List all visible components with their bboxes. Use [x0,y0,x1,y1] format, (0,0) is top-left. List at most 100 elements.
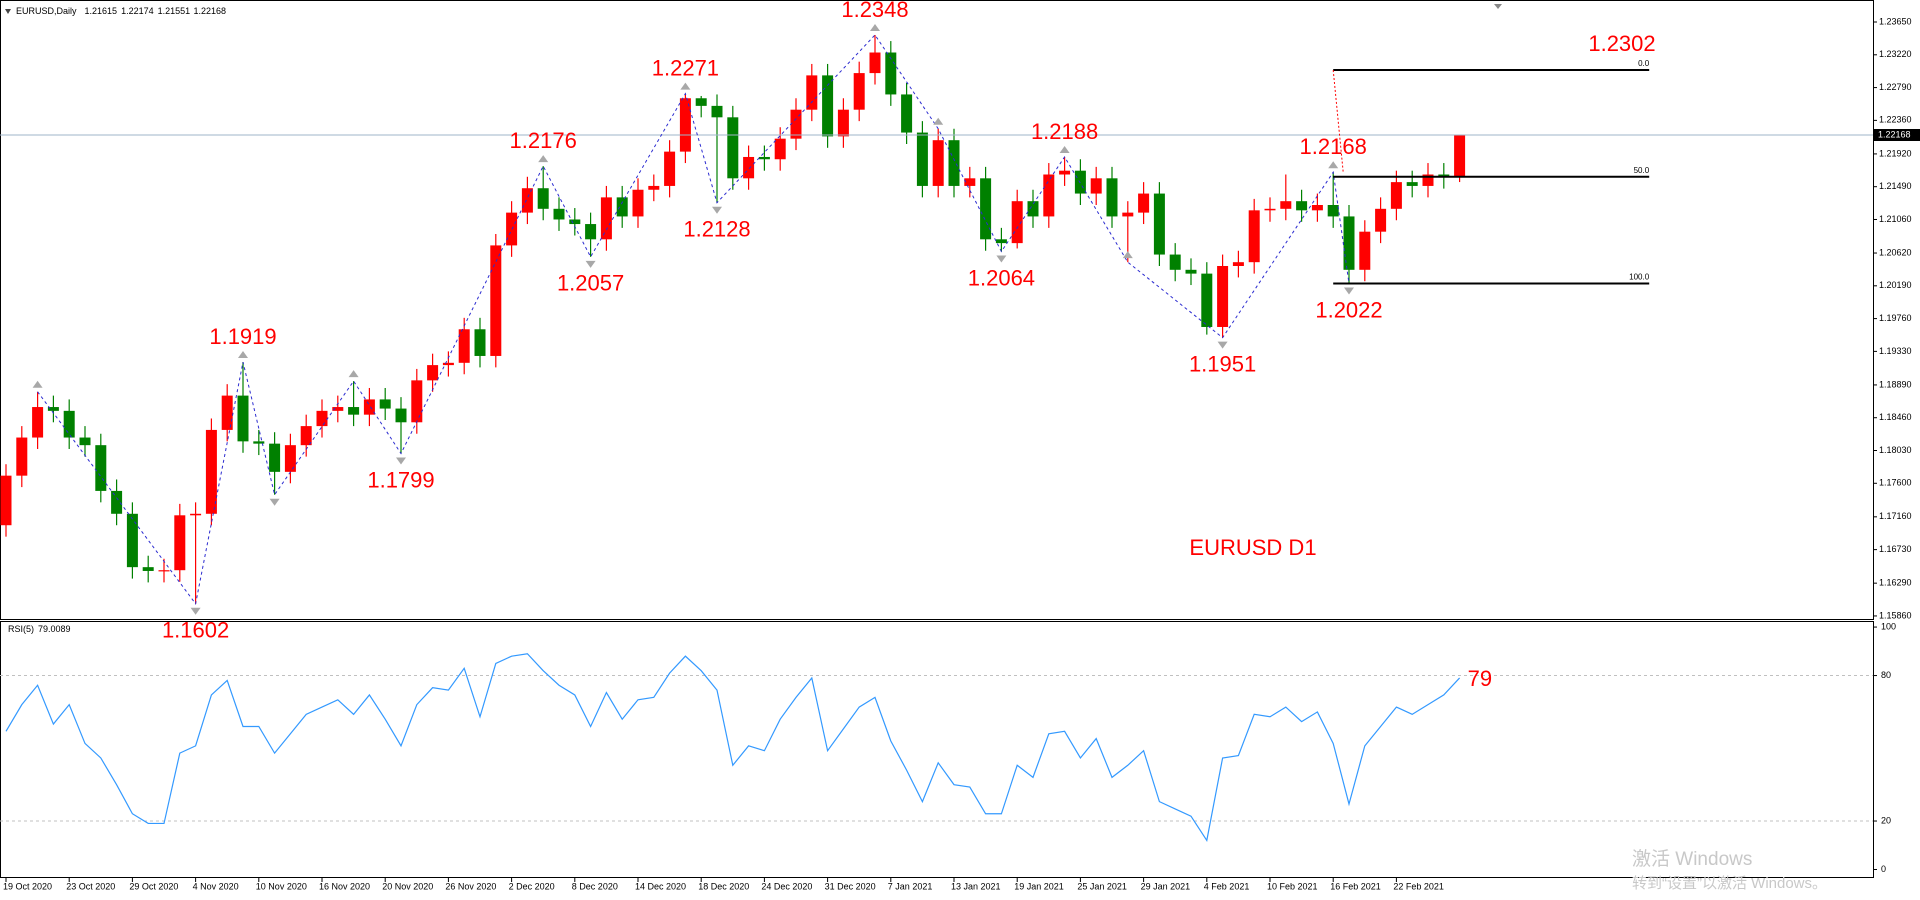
x-tick-label: 10 Nov 2020 [256,881,307,891]
candle-body [284,445,296,472]
candle-body [221,395,233,430]
candle-body [411,380,423,423]
chart-annotation: EURUSD D1 [1189,535,1316,560]
candle-body [569,219,581,225]
pivot-label: 1.2176 [510,128,577,153]
y-tick-label: 1.17160 [1879,511,1912,521]
rsi-y-tick-label: 100 [1881,621,1896,631]
candle-body [158,570,170,572]
candle-body [648,185,660,190]
pivot-arrow [396,457,406,465]
candle-body [1406,182,1418,186]
pivot-arrow [32,380,43,388]
x-tick-label: 20 Nov 2020 [382,881,433,891]
candle-body [1264,208,1276,211]
fib-high-label: 1.2302 [1588,31,1655,56]
rsi-y-tick-label: 0 [1881,864,1886,874]
candle-body [980,178,992,240]
x-tick-label: 18 Dec 2020 [698,881,749,891]
fib-level-label: 100.0 [1629,273,1650,282]
candle-body [1454,135,1466,178]
pivot-arrow [1217,341,1228,349]
pivot-label: 1.1799 [367,467,434,492]
candle-body [1153,193,1165,255]
rsi-line [5,653,1461,842]
pivot-arrow [1328,161,1339,169]
candle-body [995,239,1007,244]
x-tick-label: 16 Nov 2020 [319,881,370,891]
candle-body [1169,254,1181,270]
pivot-label: 1.1919 [209,324,276,349]
candle-body [1311,204,1323,211]
candle-body [205,429,217,514]
candle-body [363,399,375,415]
candle-body [711,105,723,118]
candle-body [1359,231,1371,270]
y-tick-label: 1.19330 [1879,346,1912,356]
candle-body [79,437,91,446]
candle-body [632,189,644,217]
pivot-label: 1.1602 [162,618,229,643]
price-box-label: 1.22168 [1878,129,1911,139]
candle-body [16,437,28,476]
candle-body [869,52,881,74]
rsi-y-tick-label: 80 [1881,670,1891,680]
y-tick-label: 1.15860 [1879,610,1912,620]
candle-body [126,513,138,568]
candle-body [1106,178,1118,217]
candle-body [1011,201,1023,244]
candle-body [95,445,107,491]
candle-body [1185,269,1197,274]
y-tick-label: 1.22790 [1879,82,1912,92]
candle-body [63,410,75,438]
x-tick-label: 8 Dec 2020 [572,881,618,891]
candle-body [490,245,502,356]
x-tick-label: 31 Dec 2020 [825,881,876,891]
candle-body [664,151,676,186]
candle-body [916,132,928,186]
pivot-arrow [933,117,944,125]
pivot-arrow [996,255,1007,263]
candle-body [1201,273,1213,327]
candle-body [442,362,454,366]
pivot-arrow [348,370,359,378]
header-close: 1.22168 [193,6,226,16]
candle-body [822,75,834,137]
candle-body [316,410,328,427]
x-tick-label: 26 Nov 2020 [445,881,496,891]
candle-body [474,329,486,356]
header-high: 1.22174 [121,6,154,16]
symbol-title: EURUSD,Daily [16,6,77,16]
candle-body [1122,212,1134,217]
candle-body [1296,201,1308,211]
candle-body [774,138,786,160]
x-tick-label: 14 Dec 2020 [635,881,686,891]
x-tick-label: 25 Jan 2021 [1077,881,1127,891]
candle-body [585,224,597,240]
x-tick-label: 23 Oct 2020 [66,881,115,891]
candle-body [190,513,202,516]
header-low: 1.21551 [158,6,191,16]
y-tick-label: 1.21490 [1879,181,1912,191]
candle-body [379,399,391,409]
x-tick-label: 19 Jan 2021 [1014,881,1064,891]
rsi-name: RSI(5) [8,624,34,634]
candle-body [1074,170,1086,194]
candle-body [837,109,849,137]
pivot-label: 1.2022 [1315,297,1382,322]
pivot-label: 1.2168 [1300,134,1367,159]
rsi-value-label: 79 [1468,666,1492,691]
x-tick-label: 29 Jan 2021 [1141,881,1191,891]
pivot-arrow [269,498,280,506]
x-tick-label: 4 Nov 2020 [193,881,239,891]
candle-body [1422,174,1434,186]
x-tick-label: 4 Feb 2021 [1204,881,1250,891]
candle-body [1138,193,1150,213]
candle-body [1043,174,1055,217]
pivot-label: 1.2128 [683,217,750,242]
candle-body [174,515,186,571]
y-tick-label: 1.18030 [1879,445,1912,455]
candle-body [142,567,154,571]
y-tick-label: 1.16730 [1879,544,1912,554]
